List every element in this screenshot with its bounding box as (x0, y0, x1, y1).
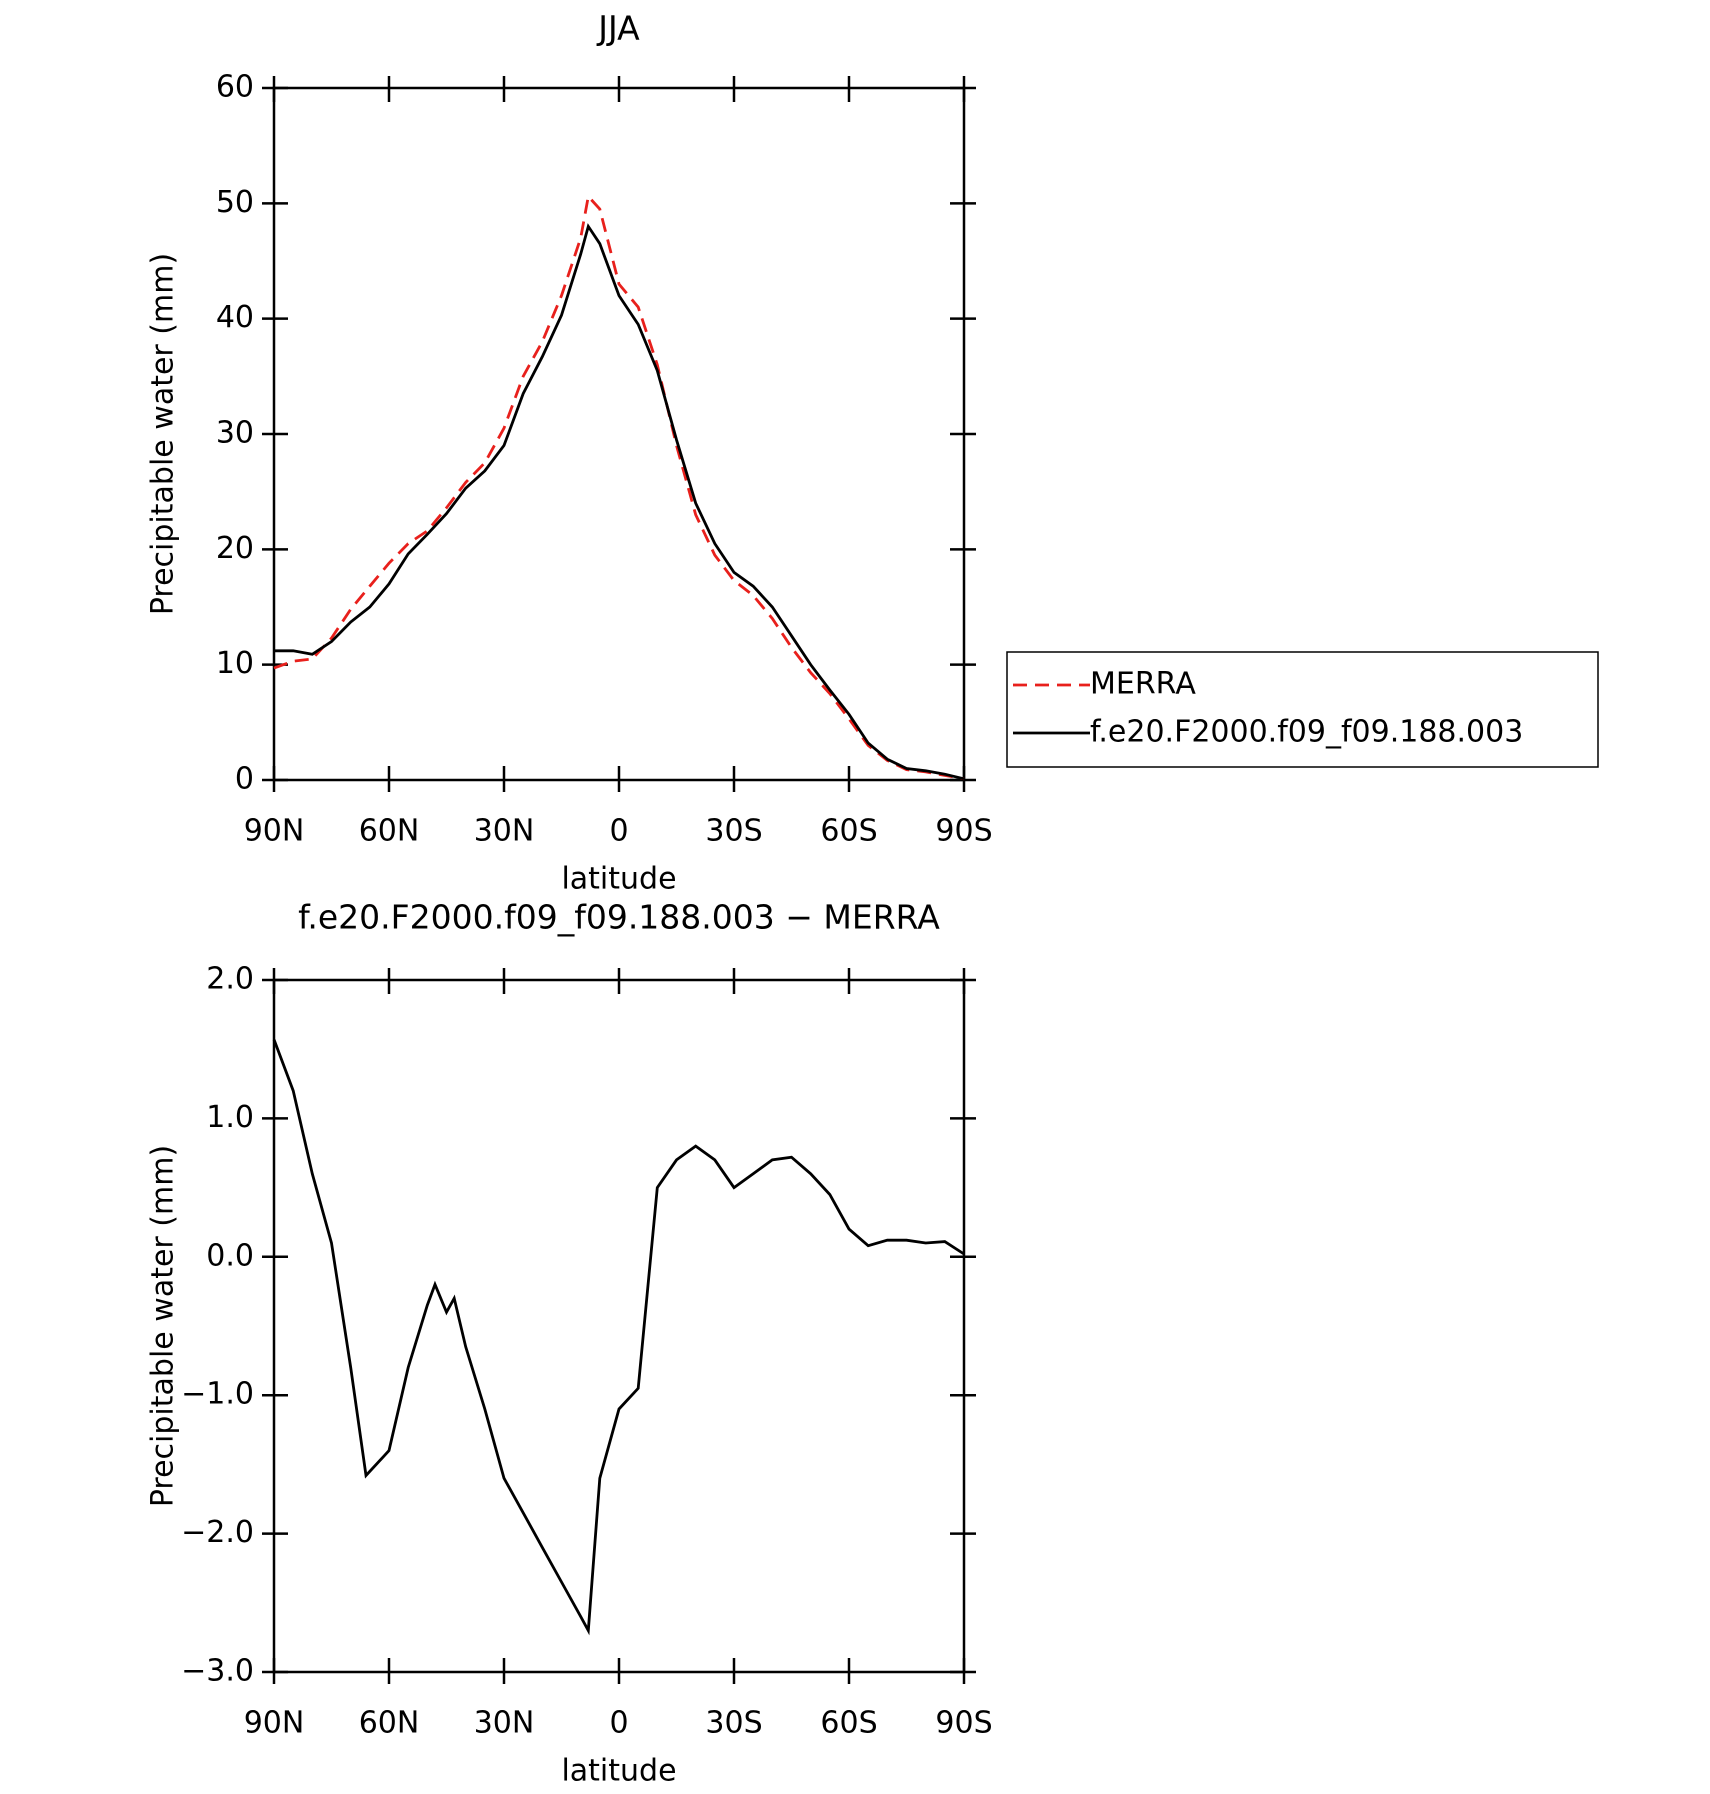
chart-title: f.e20.F2000.f09_f09.188.003 − MERRA (298, 898, 940, 937)
chart-title: JJA (596, 9, 640, 48)
y-tick-label: 10 (216, 646, 254, 681)
plot-frame (272, 86, 966, 782)
y-axis-label: Precipitable water (mm) (146, 1145, 181, 1507)
x-tick-label: 30S (705, 1706, 762, 1741)
y-tick-label: −3.0 (181, 1654, 254, 1689)
legend-label: f.e20.F2000.f09_f09.188.003 (1090, 715, 1523, 750)
y-tick-label: 30 (216, 416, 254, 451)
y-tick-label: 2.0 (206, 962, 254, 997)
x-tick-label: 30N (474, 1706, 535, 1741)
x-tick-label: 60N (359, 814, 420, 849)
x-tick-label: 0 (609, 814, 628, 849)
x-axis-label: latitude (561, 862, 676, 897)
y-tick-label: 0.0 (206, 1238, 254, 1273)
series-line (272, 1039, 965, 1636)
y-tick-label: 60 (216, 70, 254, 105)
plot-frame (272, 978, 966, 1674)
y-tick-label: 40 (216, 300, 254, 335)
x-axis-label: latitude (561, 1754, 676, 1789)
y-tick-label: 0 (235, 762, 254, 797)
y-tick-label: 20 (216, 531, 254, 566)
legend-label: MERRA (1090, 667, 1196, 702)
series-line (274, 223, 965, 781)
legend-box (1006, 651, 1599, 768)
x-tick-label: 90S (935, 814, 992, 849)
y-tick-label: −1.0 (181, 1377, 254, 1412)
x-tick-label: 90N (244, 814, 305, 849)
x-tick-label: 60N (359, 1706, 420, 1741)
y-axis-label: Precipitable water (mm) (146, 253, 181, 615)
y-tick-label: −2.0 (181, 1515, 254, 1550)
x-tick-label: 30N (474, 814, 535, 849)
x-tick-label: 60S (820, 814, 877, 849)
x-tick-label: 90S (935, 1706, 992, 1741)
x-tick-label: 90N (244, 1706, 305, 1741)
series-line (273, 193, 965, 781)
x-tick-label: 30S (705, 814, 762, 849)
x-tick-label: 0 (609, 1706, 628, 1741)
y-tick-label: 50 (216, 185, 254, 220)
x-tick-label: 60S (820, 1706, 877, 1741)
y-tick-label: 1.0 (206, 1100, 254, 1135)
